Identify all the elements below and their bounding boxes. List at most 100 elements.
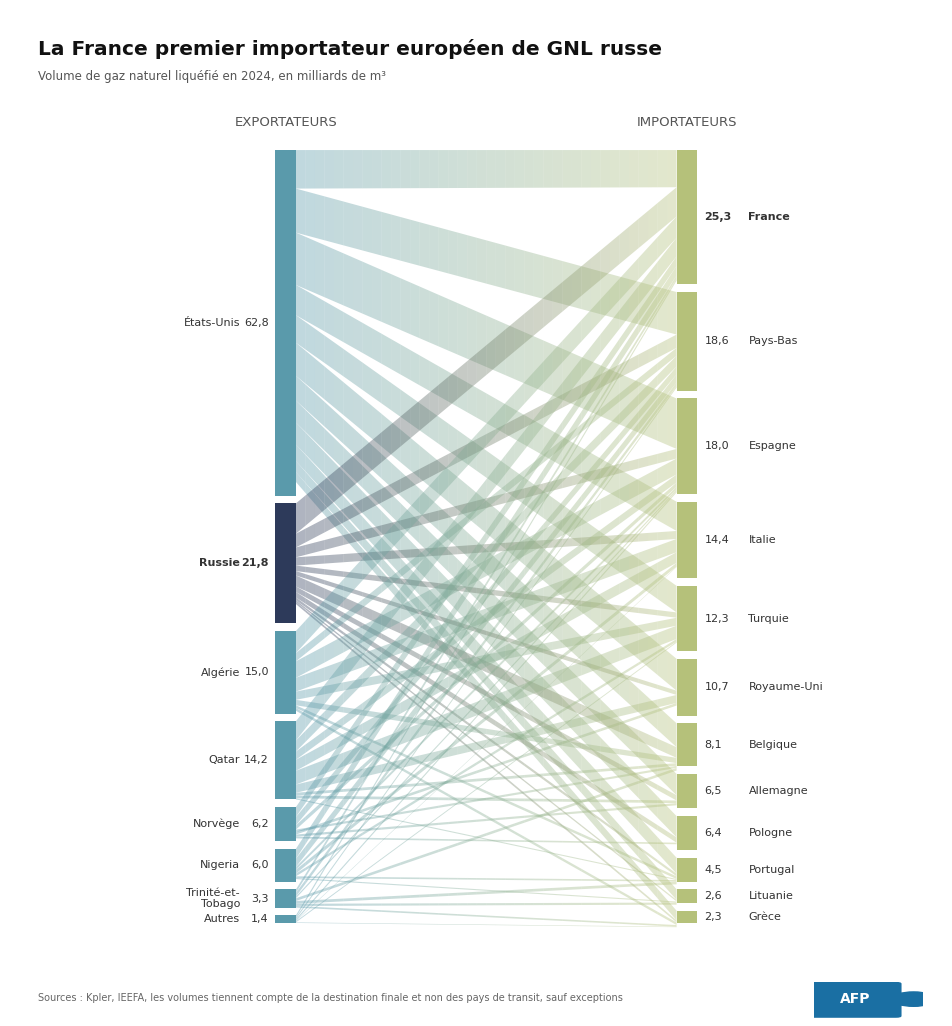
Text: Autres: Autres: [204, 914, 240, 924]
Polygon shape: [620, 851, 629, 858]
Polygon shape: [325, 876, 334, 889]
Polygon shape: [306, 523, 315, 543]
Polygon shape: [639, 508, 648, 521]
Polygon shape: [496, 634, 506, 641]
Polygon shape: [667, 187, 677, 225]
Polygon shape: [534, 593, 544, 626]
Polygon shape: [382, 815, 391, 824]
Polygon shape: [315, 832, 325, 835]
Polygon shape: [667, 847, 677, 874]
Polygon shape: [315, 796, 325, 798]
Polygon shape: [515, 540, 525, 561]
Polygon shape: [296, 782, 306, 793]
Polygon shape: [486, 567, 496, 586]
Polygon shape: [448, 893, 458, 896]
Text: 25,3: 25,3: [704, 212, 732, 223]
Polygon shape: [296, 657, 306, 678]
Polygon shape: [458, 839, 467, 841]
Polygon shape: [315, 802, 325, 805]
Polygon shape: [477, 531, 486, 555]
Polygon shape: [429, 585, 439, 606]
Polygon shape: [420, 732, 429, 746]
Polygon shape: [544, 540, 553, 548]
Polygon shape: [629, 922, 639, 924]
Polygon shape: [639, 623, 648, 633]
Polygon shape: [667, 386, 677, 401]
Polygon shape: [448, 626, 458, 645]
Polygon shape: [401, 884, 410, 886]
Polygon shape: [639, 549, 648, 566]
Polygon shape: [610, 374, 620, 392]
Polygon shape: [467, 834, 477, 837]
Polygon shape: [420, 807, 429, 811]
Polygon shape: [363, 398, 372, 439]
Polygon shape: [563, 426, 572, 450]
Polygon shape: [306, 322, 315, 356]
Polygon shape: [639, 282, 648, 327]
Polygon shape: [467, 235, 477, 281]
Polygon shape: [429, 531, 439, 562]
Polygon shape: [544, 584, 553, 601]
Polygon shape: [610, 544, 620, 556]
Polygon shape: [382, 484, 391, 516]
Polygon shape: [306, 876, 315, 889]
Polygon shape: [382, 762, 391, 773]
Polygon shape: [591, 879, 601, 881]
Polygon shape: [372, 209, 382, 255]
Polygon shape: [572, 628, 582, 661]
Polygon shape: [315, 616, 325, 625]
Polygon shape: [401, 705, 410, 724]
Polygon shape: [648, 700, 658, 710]
Polygon shape: [610, 865, 620, 874]
Polygon shape: [591, 664, 601, 671]
Polygon shape: [610, 670, 620, 677]
Polygon shape: [620, 469, 629, 504]
Polygon shape: [401, 752, 410, 759]
Polygon shape: [344, 728, 353, 745]
Polygon shape: [372, 738, 382, 755]
Polygon shape: [458, 768, 467, 777]
Polygon shape: [477, 787, 486, 793]
Polygon shape: [353, 703, 363, 718]
Polygon shape: [496, 243, 506, 288]
Polygon shape: [639, 474, 648, 495]
Polygon shape: [658, 365, 667, 386]
Polygon shape: [620, 359, 629, 378]
Polygon shape: [353, 768, 363, 780]
Polygon shape: [658, 772, 667, 777]
Polygon shape: [344, 838, 353, 846]
Polygon shape: [544, 840, 553, 842]
Polygon shape: [467, 799, 477, 803]
Polygon shape: [601, 857, 610, 867]
Polygon shape: [306, 904, 315, 906]
Polygon shape: [620, 800, 629, 812]
Polygon shape: [325, 790, 334, 815]
Polygon shape: [401, 689, 410, 700]
Polygon shape: [296, 805, 306, 825]
Polygon shape: [620, 535, 629, 547]
Polygon shape: [506, 840, 515, 841]
Polygon shape: [353, 859, 363, 868]
Polygon shape: [353, 457, 363, 487]
Polygon shape: [344, 631, 353, 653]
Polygon shape: [458, 648, 467, 664]
Polygon shape: [658, 399, 667, 415]
Polygon shape: [448, 634, 458, 648]
Polygon shape: [525, 419, 534, 450]
Polygon shape: [553, 620, 563, 632]
Polygon shape: [410, 350, 420, 386]
Polygon shape: [363, 897, 372, 901]
Polygon shape: [601, 353, 610, 377]
Polygon shape: [496, 329, 506, 367]
Polygon shape: [315, 825, 325, 829]
Polygon shape: [315, 877, 325, 893]
Polygon shape: [620, 277, 629, 322]
Polygon shape: [325, 704, 334, 711]
Polygon shape: [563, 895, 572, 896]
Polygon shape: [544, 485, 553, 504]
Polygon shape: [658, 860, 667, 869]
Polygon shape: [629, 839, 639, 849]
Polygon shape: [658, 643, 667, 683]
Polygon shape: [306, 432, 315, 464]
Polygon shape: [667, 800, 677, 803]
